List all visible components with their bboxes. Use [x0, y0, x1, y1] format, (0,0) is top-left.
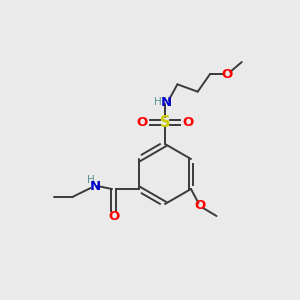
- Text: H: H: [154, 97, 161, 107]
- Text: O: O: [136, 116, 148, 129]
- Text: S: S: [160, 115, 170, 130]
- Text: N: N: [89, 179, 100, 193]
- Text: N: N: [161, 95, 172, 109]
- Text: H: H: [86, 175, 94, 185]
- Text: O: O: [194, 199, 206, 212]
- Text: O: O: [108, 209, 119, 223]
- Text: O: O: [182, 116, 194, 129]
- Text: O: O: [222, 68, 233, 80]
